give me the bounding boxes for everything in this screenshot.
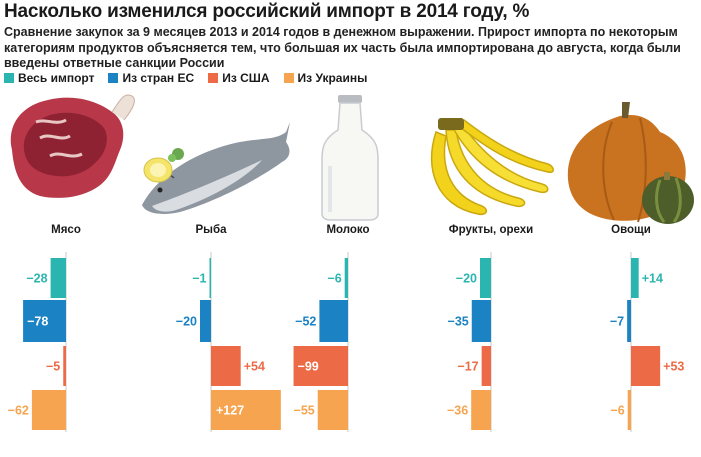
bar-eu bbox=[471, 300, 491, 342]
bar-total bbox=[480, 258, 491, 298]
value-label: +53 bbox=[663, 360, 684, 374]
bar-usa bbox=[481, 346, 491, 386]
bar-usa bbox=[631, 346, 661, 386]
bar-ukraine bbox=[211, 390, 281, 430]
fish-icon bbox=[142, 122, 290, 214]
bar-usa bbox=[211, 346, 241, 386]
legend-label-total: Весь импорт bbox=[18, 71, 95, 85]
value-label: −17 bbox=[457, 360, 478, 374]
legend-label-ukraine: Из Украины bbox=[297, 71, 368, 85]
milk-bottle-icon bbox=[321, 95, 379, 221]
value-label: −6 bbox=[327, 272, 341, 286]
value-label: −99 bbox=[298, 360, 319, 374]
value-label: −5 bbox=[46, 360, 60, 374]
legend-item-ukraine: Из Украины bbox=[283, 71, 368, 85]
bar-total bbox=[344, 258, 348, 298]
value-label: −1 bbox=[192, 272, 206, 286]
legend-item-usa: Из США bbox=[208, 71, 270, 85]
banana-icon bbox=[430, 118, 554, 216]
bar-total bbox=[209, 258, 211, 298]
pumpkin-icon bbox=[567, 102, 694, 224]
category-label: Мясо bbox=[51, 224, 81, 236]
chart-title: Насколько изменился российский импорт в … bbox=[4, 1, 530, 22]
value-label: +127 bbox=[216, 404, 244, 418]
category-label: Молоко bbox=[326, 224, 369, 236]
legend-swatch-eu bbox=[108, 73, 119, 83]
bar-total bbox=[631, 258, 639, 298]
value-label: −52 bbox=[295, 315, 316, 329]
chart-subtitle: Сравнение закупок за 9 месяцев 2013 и 20… bbox=[4, 25, 681, 70]
bar-usa bbox=[63, 346, 66, 386]
category-label: Рыба bbox=[196, 224, 228, 236]
legend-swatch-usa bbox=[208, 73, 219, 83]
bar-eu bbox=[319, 300, 348, 342]
bar-ukraine bbox=[317, 390, 348, 430]
value-label: −6 bbox=[610, 404, 624, 418]
bar-eu bbox=[200, 300, 211, 342]
legend-swatch-total bbox=[4, 73, 14, 83]
value-label: −55 bbox=[294, 404, 315, 418]
bar-ukraine bbox=[471, 390, 491, 430]
value-label: −78 bbox=[27, 315, 48, 329]
value-label: −20 bbox=[456, 272, 477, 286]
category-label: Фрукты, орехи bbox=[449, 224, 533, 236]
value-label: −36 bbox=[447, 404, 468, 418]
legend: Весь импорт Из стран ЕС Из США Из Украин… bbox=[4, 70, 381, 86]
legend-swatch-ukraine bbox=[283, 73, 294, 83]
category-label: Овощи bbox=[611, 224, 651, 236]
value-labels: −28 −78 −5 −62 −1 −20 +54 +127 −6 −52 −99 −55 −20 −35… bbox=[8, 272, 685, 418]
legend-item-eu: Из стран ЕС bbox=[108, 71, 194, 85]
value-label: −62 bbox=[8, 404, 29, 418]
zero-axes bbox=[65, 252, 632, 432]
value-label: +54 bbox=[244, 360, 265, 374]
bar-ukraine bbox=[627, 390, 631, 430]
legend-label-eu: Из стран ЕС bbox=[122, 71, 195, 85]
bar-total bbox=[50, 258, 66, 298]
bars bbox=[23, 258, 661, 430]
bar-eu bbox=[23, 300, 67, 342]
value-label: +14 bbox=[642, 272, 663, 286]
bar-eu bbox=[627, 300, 631, 342]
value-label: −35 bbox=[448, 315, 469, 329]
category-labels: Мясо Рыба Молоко Фрукты, орехи Овощи bbox=[51, 224, 651, 236]
legend-item-total: Весь импорт bbox=[4, 71, 94, 85]
bar-usa bbox=[293, 346, 348, 386]
value-label: −20 bbox=[176, 315, 197, 329]
value-label: −28 bbox=[26, 272, 47, 286]
meat-icon bbox=[10, 94, 135, 198]
legend-label-usa: Из США bbox=[222, 71, 270, 85]
value-label: −7 bbox=[610, 315, 624, 329]
bar-ukraine bbox=[31, 390, 66, 430]
